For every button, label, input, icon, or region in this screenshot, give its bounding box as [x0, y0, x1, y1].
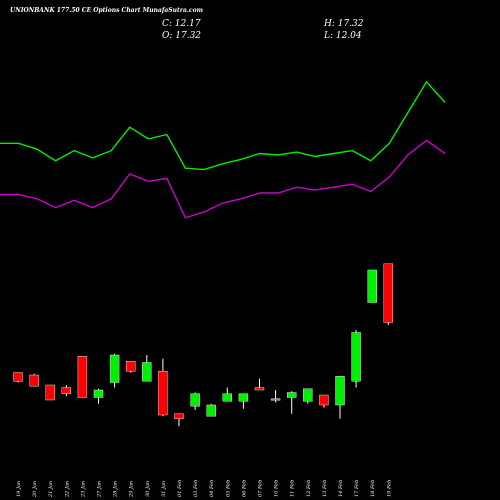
candle [383, 263, 393, 325]
candle [254, 378, 265, 391]
candle-body [303, 388, 313, 402]
candle [13, 372, 23, 383]
x-tick-label: 30 Jan [145, 481, 151, 497]
candle [174, 413, 184, 427]
candle-body [174, 413, 184, 419]
x-tick-label: 07 Feb [258, 480, 264, 497]
x-tick-label: 22 Jan [64, 481, 70, 498]
candle [351, 330, 361, 388]
candle [45, 384, 55, 401]
candle [109, 353, 120, 388]
candle [158, 358, 168, 417]
x-tick-label: 03 Feb [193, 480, 199, 497]
x-tick-label: 19 Jan [16, 481, 22, 497]
candle-body [61, 387, 71, 394]
candle-body [206, 404, 216, 417]
x-tick-label: 14 Feb [338, 480, 344, 497]
x-axis: 19 Jan 20 Jan 21 Jan 22 Jan 23 Jan 27 Jan 28 J… [16, 480, 392, 498]
candle-body [351, 332, 361, 382]
high-value: H: 17.32 [323, 19, 364, 29]
candle [367, 269, 377, 303]
candle-body [109, 354, 120, 383]
candle [319, 394, 329, 408]
x-tick-label: 11 Feb [290, 480, 296, 497]
candles [13, 263, 393, 427]
candle [125, 361, 136, 373]
x-tick-label: 10 Feb [274, 480, 280, 497]
candle [238, 393, 249, 409]
x-tick-label: 31 Jan [161, 481, 167, 497]
candle-body [29, 374, 39, 387]
x-tick-label: 23 Jan [80, 481, 86, 498]
candle [29, 373, 39, 387]
candle-body [319, 394, 329, 406]
candle [142, 355, 152, 382]
candle [335, 376, 345, 419]
candle-body [125, 361, 136, 372]
candle-body [158, 371, 168, 416]
x-tick-label: 29 Jan [129, 481, 135, 498]
candle-body [77, 356, 88, 398]
close-value: C: 12.17 [162, 19, 201, 29]
candle [61, 385, 71, 397]
candle [287, 391, 297, 414]
x-tick-label: 28 Jan [113, 481, 119, 498]
candle-body [254, 387, 265, 391]
candle [206, 403, 216, 417]
candle-body [45, 384, 55, 401]
x-tick-label: 01 Feb [177, 480, 183, 497]
x-tick-label: 18 Feb [370, 480, 376, 497]
x-tick-label: 17 Feb [354, 480, 360, 497]
lower-band-line [0, 139, 446, 219]
candle-body [367, 269, 377, 303]
candle-body [383, 263, 393, 323]
x-tick-label: 27 Jan [97, 481, 103, 498]
x-tick-label: 21 Jan [48, 481, 54, 498]
candle [222, 387, 233, 402]
x-tick-label: 06 Feb [241, 480, 247, 497]
indicator-bands [0, 80, 446, 219]
candle-body [13, 372, 23, 382]
candle-body [335, 376, 345, 406]
candle [77, 356, 88, 398]
x-tick-label: 04 Feb [209, 480, 215, 497]
candle-body [93, 389, 104, 398]
x-tick-label: 12 Feb [306, 480, 312, 497]
low-value: L: 12.04 [323, 31, 362, 41]
candle [303, 388, 313, 404]
chart-title: UNIONBANK 177.50 CE Options Chart Munafa… [10, 7, 203, 14]
candle-body [222, 393, 233, 402]
candle [93, 388, 104, 404]
candle-body [287, 392, 297, 398]
candle-body [190, 393, 200, 407]
x-tick-label: 13 Feb [322, 480, 328, 497]
candle-body [270, 398, 281, 401]
upper-band-line [0, 80, 446, 171]
candle-body [238, 393, 249, 402]
candle-body [142, 362, 152, 382]
x-tick-label: 19 Feb [386, 480, 392, 497]
x-tick-label: 05 Feb [225, 480, 231, 497]
candle [190, 392, 200, 410]
candle [270, 390, 281, 403]
open-value: O: 17.32 [162, 31, 201, 41]
x-tick-label: 20 Jan [32, 481, 38, 498]
